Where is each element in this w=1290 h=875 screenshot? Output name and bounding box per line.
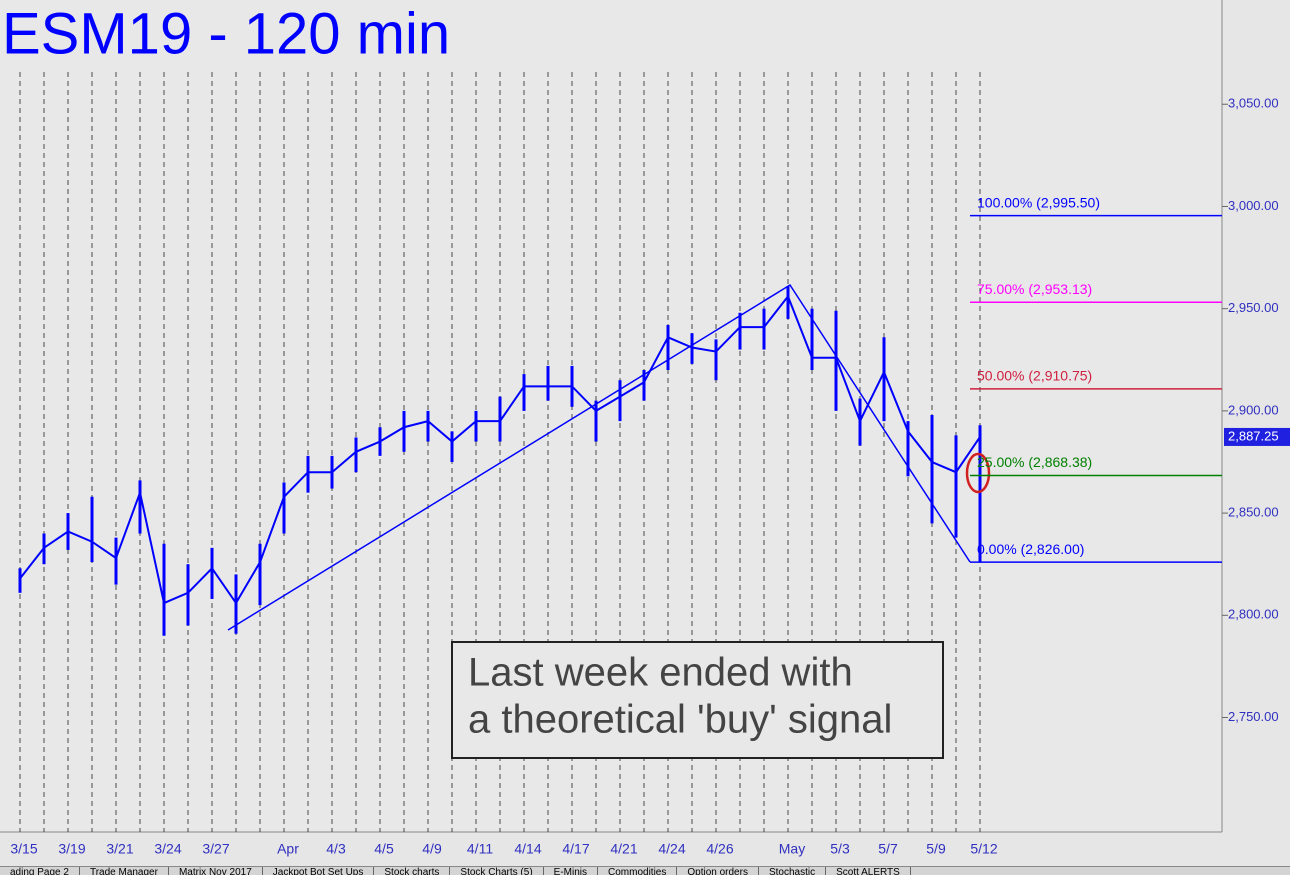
x-tick-label: 3/15 [10, 841, 37, 857]
x-tick-label: 3/24 [154, 841, 181, 857]
tab[interactable]: E-Minis [544, 867, 598, 875]
x-tick-label: 4/17 [562, 841, 589, 857]
y-tick-label: 2,850.00 [1228, 505, 1279, 520]
signal-circle [965, 452, 991, 494]
y-tick-label: 2,750.00 [1228, 709, 1279, 724]
tab[interactable]: Jackpot Bot Set Ups [263, 867, 375, 875]
fib-label: 50.00% (2,910.75) [977, 368, 1092, 384]
tab[interactable]: Stochastic [759, 867, 827, 875]
x-tick-label: 5/7 [878, 841, 898, 857]
tab[interactable]: Trade Manager [80, 867, 169, 875]
x-tick-label: Apr [277, 841, 299, 857]
y-tick-label: 3,000.00 [1228, 198, 1279, 213]
y-tick-label: 2,800.00 [1228, 607, 1279, 622]
price-line [19, 294, 981, 605]
fib-label: 75.00% (2,953.13) [977, 281, 1092, 297]
last-price-tag [1224, 427, 1290, 446]
y-tick-label: 2,900.00 [1228, 402, 1279, 417]
x-tick-label: 4/21 [610, 841, 637, 857]
x-tick-label: 5/9 [926, 841, 946, 857]
annotation-text: Last week ended with [468, 651, 853, 695]
fib-label: 0.00% (2,826.00) [977, 541, 1084, 557]
fib-label: 100.00% (2,995.50) [977, 194, 1100, 210]
x-tick-label: 5/3 [830, 841, 850, 857]
tab[interactable]: Stock charts [374, 867, 451, 875]
x-tick-label: 4/14 [514, 841, 541, 857]
x-tick-label: 3/19 [58, 841, 85, 857]
tab[interactable]: Commodities [598, 867, 678, 875]
x-tick-label: 5/12 [970, 841, 997, 857]
tab[interactable]: Scott ALERTS [826, 867, 911, 875]
fib-label: 25.00% (2,868.38) [977, 454, 1092, 470]
x-tick-label: 4/5 [374, 841, 394, 857]
x-tick-label: 3/21 [106, 841, 133, 857]
y-tick-label: 3,050.00 [1228, 96, 1279, 111]
annotation-text: a theoretical 'buy' signal [468, 698, 892, 742]
annotation-box [451, 641, 944, 759]
x-tick-label: 4/9 [422, 841, 442, 857]
tab[interactable]: Option orders [677, 867, 759, 875]
x-tick-label: 4/24 [658, 841, 685, 857]
tab[interactable]: Matrix Nov 2017 [169, 867, 263, 875]
x-tick-label: 4/26 [706, 841, 733, 857]
x-tick-label: 3/27 [202, 841, 229, 857]
tab-bar: ading Page 2 Trade Manager Matrix Nov 2017… [0, 866, 1290, 875]
tab[interactable]: Stock Charts (5) [450, 867, 544, 875]
x-tick-label: May [779, 841, 805, 857]
tab[interactable]: ading Page 2 [0, 867, 80, 875]
chart-title: ESM19 - 120 min [2, 1, 450, 66]
y-tick-label: 2,950.00 [1228, 300, 1279, 315]
trendline [227, 283, 971, 631]
last-price-label: 2,887.25 [1228, 428, 1279, 443]
x-tick-label: 4/11 [467, 841, 493, 857]
x-tick-label: 4/3 [326, 841, 346, 857]
